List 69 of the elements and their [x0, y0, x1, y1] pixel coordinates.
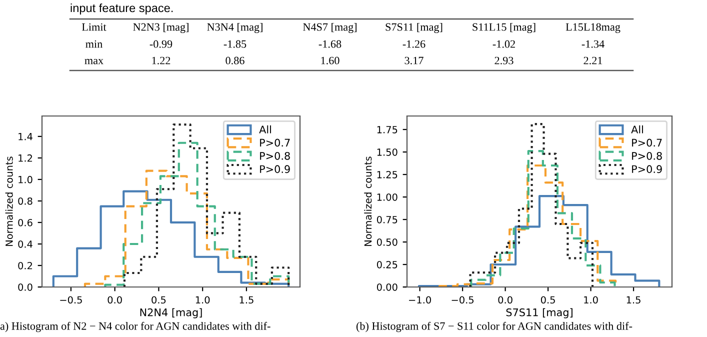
x-tick-label: 1.5: [626, 296, 640, 304]
x-tick-label: 0.5: [540, 296, 555, 304]
legend-label: P>0.8: [260, 152, 290, 160]
category-label: Limit: [82, 23, 106, 31]
category-label: S7S11 [mag]: [386, 22, 442, 34]
y-tick-label: 1.00: [377, 193, 398, 201]
y-tick-label: 0.0: [18, 283, 32, 291]
y-tick-label: 1.4: [18, 133, 32, 140]
legend-label: P>0.8: [632, 152, 662, 160]
x-tick-label: 1.0: [196, 296, 210, 304]
y-tick-label: 1.0: [18, 176, 32, 184]
category-label: S11L15 [mag]: [472, 22, 536, 34]
text: 1.22: [152, 56, 170, 64]
y-tick-label: 0.75: [376, 216, 398, 224]
x-tick-label: 0.0: [108, 296, 122, 304]
legend-label: P>0.7: [632, 138, 662, 147]
x-tick-label: 1.5: [240, 296, 254, 304]
legend-label: P>0.9: [260, 165, 290, 174]
line-series: [438, 164, 617, 287]
legend-label: P>0.7: [260, 138, 290, 147]
text: min: [86, 40, 102, 48]
legend-label: All: [631, 125, 643, 134]
line-series: [469, 123, 594, 287]
text: -1.26: [402, 40, 426, 48]
x-axis-title: N2N4 [mag]: [140, 308, 202, 318]
y-tick-label: 1.25: [377, 170, 398, 178]
legend-label: P>0.9: [632, 165, 662, 174]
x-tick-label: −0.5: [60, 296, 82, 304]
text: 0.86: [226, 56, 244, 64]
text: 1.60: [321, 56, 340, 64]
text: -1.34: [582, 40, 604, 48]
x-tick-label: 0.0: [498, 296, 512, 304]
y-tick-label: 0.00: [376, 283, 398, 291]
text: -1.85: [224, 40, 246, 48]
y-tick-label: 0.2: [18, 262, 32, 270]
y-tick-label: 0.8: [18, 197, 32, 205]
text: 3.17: [404, 56, 424, 64]
y-tick-label: 0.25: [376, 260, 398, 268]
text: input feature space.: [70, 4, 173, 14]
line-series: [470, 150, 616, 287]
text: (b) Histogram of S7 − S11 color for AGN candidates with dif-: [356, 322, 632, 332]
y-tick-label: 0.4: [18, 240, 32, 248]
line-series: [123, 124, 290, 287]
line-series: [52, 190, 290, 287]
x-axis-title: S7S11 [mag]: [506, 308, 572, 318]
x-tick-label: 1.0: [584, 296, 598, 304]
text: max: [84, 58, 104, 64]
category-label: N2N3 [mag]: [133, 22, 188, 34]
x-tick-label: −0.5: [452, 296, 474, 304]
y-tick-label: 1.75: [377, 126, 398, 134]
text: -1.02: [492, 40, 515, 48]
y-tick-label: 0.50: [376, 238, 398, 246]
text: a) Histogram of N2 − N4 color for AGN candidates with dif-: [0, 322, 270, 332]
y-tick-label: 0.6: [18, 218, 32, 226]
category-label: N3N4 [mag]: [207, 22, 262, 34]
x-tick-label: 0.5: [152, 296, 166, 304]
y-axis-title: Normalized counts: [364, 156, 372, 246]
y-axis-title: Normalized counts: [5, 156, 13, 246]
x-tick-label: −1.0: [409, 296, 431, 304]
legend-label: All: [259, 125, 271, 134]
y-tick-label: 1.2: [18, 154, 32, 162]
text: 2.93: [494, 56, 514, 64]
y-tick-label: 1.50: [377, 148, 398, 156]
category-label: L15L18mag: [566, 23, 620, 34]
text: 2.21: [584, 56, 602, 64]
line-series: [418, 195, 660, 287]
text: -0.99: [150, 40, 172, 48]
category-label: N4S7 [mag]: [303, 22, 356, 34]
text: -1.68: [318, 40, 342, 48]
